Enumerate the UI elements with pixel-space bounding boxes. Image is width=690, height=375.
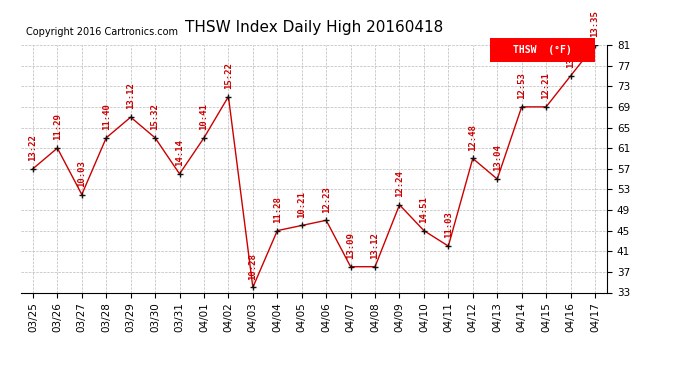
Text: 15:22: 15:22: [224, 62, 233, 89]
Text: 12:23: 12:23: [322, 186, 331, 213]
Text: 14:51: 14:51: [420, 196, 428, 223]
Text: 13:12: 13:12: [371, 232, 380, 259]
Text: 13:35: 13:35: [591, 10, 600, 37]
Text: 13:12: 13:12: [126, 82, 135, 110]
Text: 13:09: 13:09: [346, 232, 355, 259]
Text: 11:28: 11:28: [273, 196, 282, 223]
Text: 13:47: 13:47: [566, 41, 575, 68]
Text: 13:22: 13:22: [28, 134, 37, 161]
Text: 11:40: 11:40: [101, 103, 110, 130]
Text: 14:14: 14:14: [175, 139, 184, 166]
Text: Copyright 2016 Cartronics.com: Copyright 2016 Cartronics.com: [26, 27, 177, 37]
Text: 12:53: 12:53: [518, 72, 526, 99]
Text: 10:28: 10:28: [248, 253, 257, 280]
Text: 12:21: 12:21: [542, 72, 551, 99]
Text: 10:03: 10:03: [77, 160, 86, 187]
Text: 11:29: 11:29: [53, 114, 62, 140]
Text: 12:48: 12:48: [469, 124, 477, 151]
Title: THSW Index Daily High 20160418: THSW Index Daily High 20160418: [185, 20, 443, 35]
Text: 11:03: 11:03: [444, 211, 453, 238]
Text: 10:21: 10:21: [297, 191, 306, 218]
Text: 13:04: 13:04: [493, 144, 502, 171]
Text: 10:41: 10:41: [199, 103, 208, 130]
Text: 15:32: 15:32: [150, 103, 159, 130]
Text: 12:24: 12:24: [395, 170, 404, 197]
